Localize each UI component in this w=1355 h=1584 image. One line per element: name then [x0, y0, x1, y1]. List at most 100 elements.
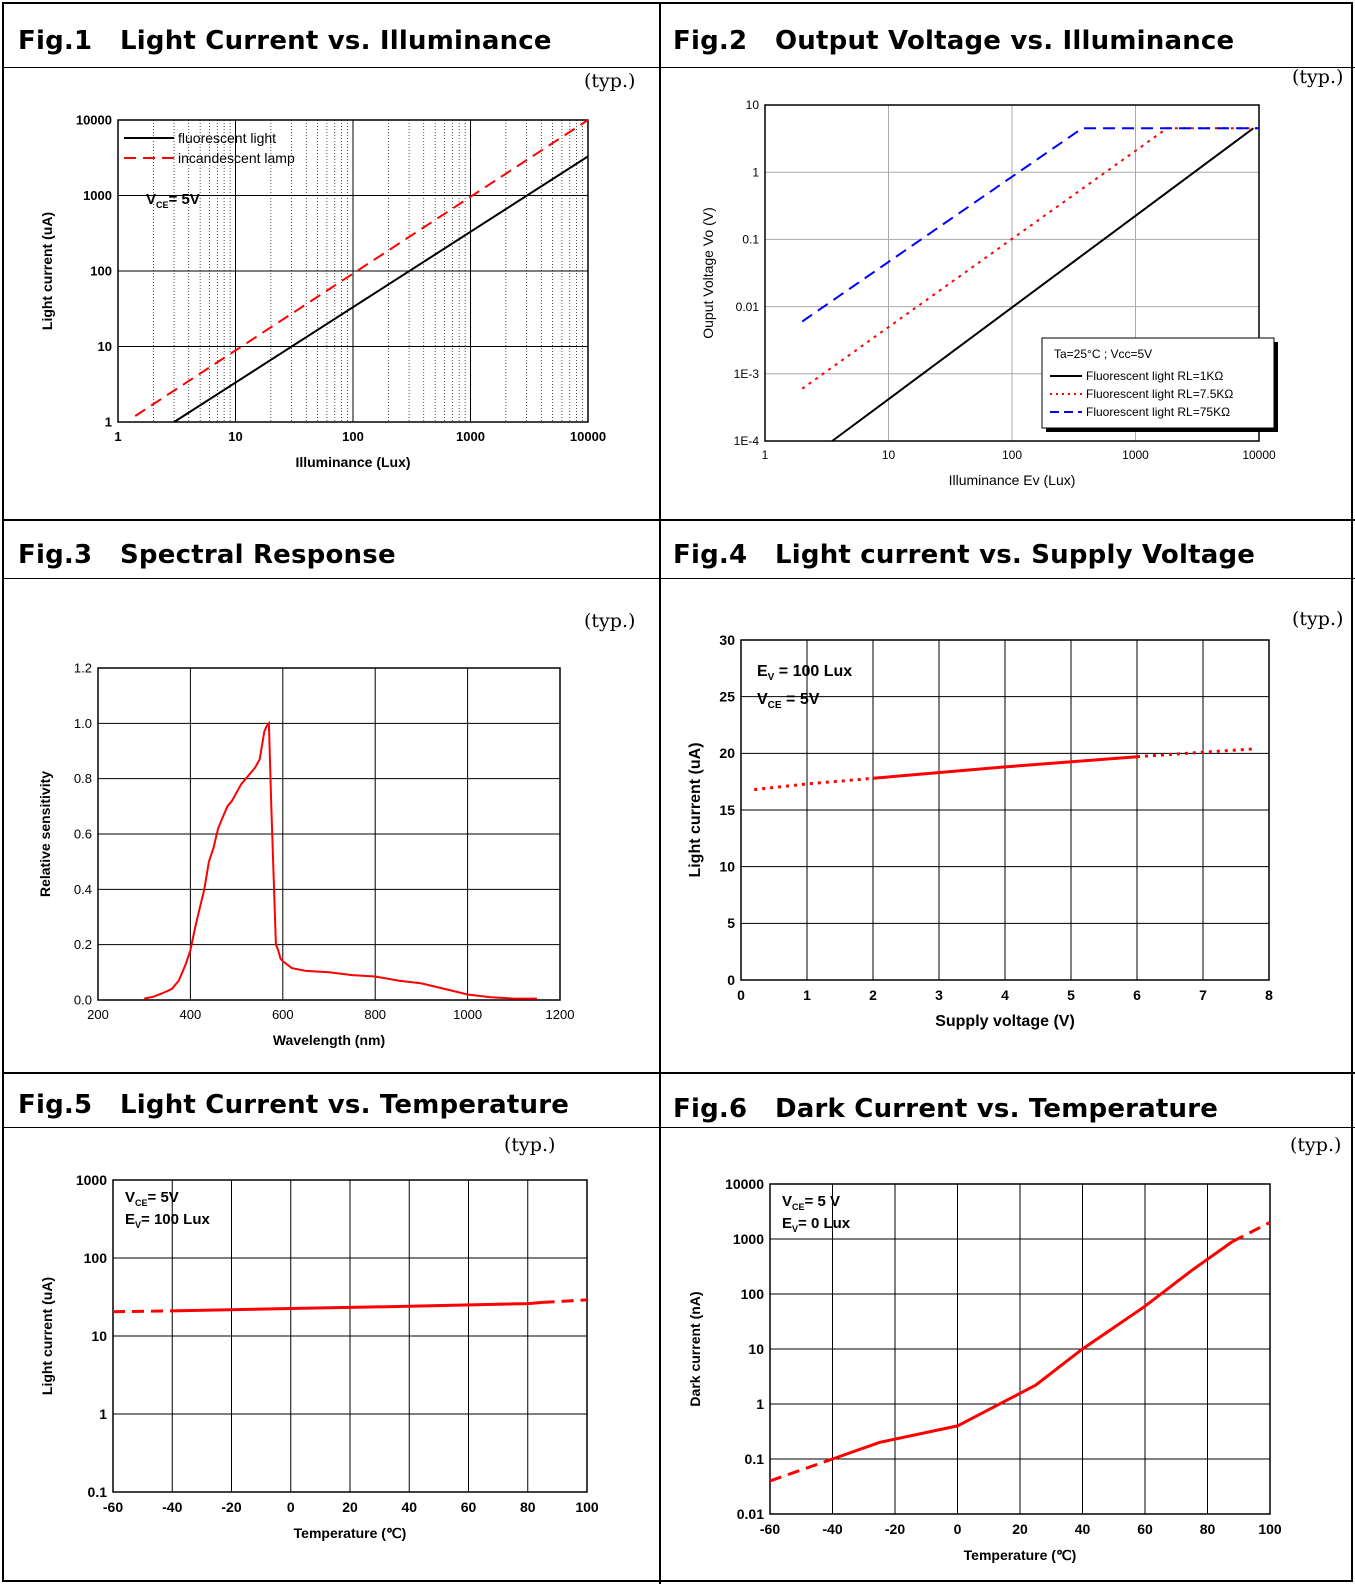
y-tick-label: 0.8	[74, 771, 92, 786]
series-line-2	[1231, 1221, 1271, 1243]
y-tick-label: 0.01	[736, 300, 760, 314]
typ-label-fig5: (typ.)	[504, 1134, 556, 1156]
x-tick-label: 60	[461, 1499, 477, 1515]
y-tick-label: 10	[746, 98, 760, 112]
fig1-title: Fig.1 Light Current vs. Illuminance	[18, 26, 552, 56]
y-tick-label: 10	[719, 859, 735, 875]
x-tick-label: -60	[760, 1521, 780, 1537]
y-tick-label: 0.6	[74, 827, 92, 842]
legend-label: fluorescent light	[178, 130, 276, 146]
y-tick-label: 1E-3	[734, 367, 760, 381]
y-tick-label: 0.0	[74, 993, 92, 1008]
y-tick-label: 1	[99, 1406, 107, 1422]
legend-label: Fluorescent light RL=7.5KΩ	[1086, 387, 1233, 401]
x-tick-label: 2	[869, 987, 877, 1003]
y-tick-label: 0.1	[88, 1484, 108, 1500]
x-axis-label: Supply voltage (V)	[935, 1013, 1075, 1030]
fig2-title: Fig.2 Output Voltage vs. Illuminance	[673, 26, 1235, 56]
fig5-chart: -60 -40 -20 0 20 40 60 80 100 0.1 1 10 100 1000 Temper…	[39, 1172, 599, 1541]
series-line-0	[173, 155, 589, 423]
fig3-title: Fig.3 Spectral Response	[18, 540, 396, 570]
x-tick-label: 0	[287, 1499, 295, 1515]
y-tick-label: 20	[719, 745, 735, 761]
annotation-1: EV= 100 Lux	[125, 1211, 210, 1230]
x-tick-label: -40	[162, 1499, 182, 1515]
x-tick-label: 1	[762, 448, 769, 462]
x-tick-label: -20	[221, 1499, 241, 1515]
x-tick-label: 10	[228, 429, 242, 444]
y-tick-label: 1	[756, 1396, 764, 1412]
annotation-0: EV = 100 Lux	[757, 663, 852, 683]
y-tick-label: 1.2	[74, 661, 92, 676]
x-tick-label: 1200	[546, 1007, 575, 1022]
y-tick-label: 30	[719, 632, 735, 648]
x-axis-label: Wavelength (nm)	[273, 1032, 385, 1048]
y-tick-label: 0	[727, 972, 735, 988]
x-tick-label: 100	[1258, 1521, 1282, 1537]
x-tick-label: 1000	[453, 1007, 482, 1022]
x-axis-label: Temperature (℃)	[294, 1525, 407, 1541]
x-tick-label: 4	[1001, 987, 1009, 1003]
x-axis-label: Temperature (℃)	[964, 1547, 1077, 1563]
row-divider	[4, 1072, 1355, 1074]
x-tick-label: 8	[1265, 987, 1273, 1003]
x-tick-label: 6	[1133, 987, 1141, 1003]
x-tick-label: 800	[364, 1007, 386, 1022]
x-tick-label: 1	[803, 987, 811, 1003]
y-axis-label: Dark current (nA)	[687, 1291, 703, 1406]
y-tick-label: 1000	[76, 1172, 107, 1188]
series-line-1	[172, 1300, 543, 1313]
row-divider	[4, 519, 1355, 521]
x-tick-label: 80	[520, 1499, 536, 1515]
y-tick-label: 10000	[76, 113, 112, 128]
x-tick-label: 20	[342, 1499, 358, 1515]
annotation-1: VCE = 5V	[757, 691, 820, 711]
plot-frame	[117, 119, 589, 423]
series-line-0	[754, 776, 874, 792]
x-tick-label: 40	[1075, 1521, 1091, 1537]
y-tick-label: 0.4	[74, 882, 92, 897]
fig2-chart: 1 10 100 1000 10000 1E-4 1E-3 0.01 0.1 1 10 Illumin…	[700, 98, 1278, 488]
plot-frame	[764, 104, 1260, 442]
x-tick-label: 1000	[456, 429, 485, 444]
legend-title: Ta=25°C ; Vcc=5V	[1054, 347, 1152, 361]
x-tick-label: 40	[401, 1499, 417, 1515]
x-tick-label: 0	[954, 1521, 962, 1537]
y-tick-label: 100	[741, 1286, 765, 1302]
x-axis-label: Illuminance Ev (Lux)	[949, 472, 1076, 488]
plot-frame	[112, 1179, 588, 1493]
y-tick-label: 1	[752, 165, 759, 179]
x-tick-label: 100	[575, 1499, 599, 1515]
vce-annotation: VCE= 5V	[146, 191, 200, 210]
y-axis-label: Relative sensitivity	[37, 771, 53, 897]
series-line-1	[872, 755, 1138, 780]
x-tick-label: 60	[1137, 1521, 1153, 1537]
y-tick-label: 0.1	[745, 1451, 765, 1467]
y-tick-label: 0.01	[737, 1506, 764, 1522]
fig5-title: Fig.5 Light Current vs. Temperature	[18, 1090, 570, 1120]
typ-label-fig2: (typ.)	[1292, 66, 1344, 88]
y-axis-label: Light current (uA)	[687, 742, 704, 877]
fig6-chart: -60 -40 -20 0 20 40 60 80 100 0.01 0.1 1 10 100 1000 10…	[687, 1176, 1282, 1563]
fig4-chart: 0 1 2 3 4 5 6 7 8 0 5 10 15 20 25 30 Supply voltage (V) L…	[687, 632, 1273, 1030]
y-axis-label: Ouput Voltage Vo (V)	[700, 207, 716, 339]
y-tick-label: 1.0	[74, 716, 92, 731]
y-tick-label: 0.2	[74, 937, 92, 952]
annotation-0: VCE= 5 V	[782, 1193, 840, 1212]
series-line-0	[831, 127, 1254, 442]
y-tick-label: 1000	[83, 188, 112, 203]
x-tick-label: 1	[114, 429, 121, 444]
y-tick-label: 5	[727, 915, 735, 931]
plot-frame	[769, 1183, 1271, 1515]
series-line-1	[134, 119, 589, 417]
series-line-1	[831, 1240, 1234, 1461]
series-line-0	[769, 1457, 833, 1483]
x-tick-label: -40	[822, 1521, 842, 1537]
x-tick-label: 5	[1067, 987, 1075, 1003]
y-tick-label: 100	[90, 264, 112, 279]
y-tick-label: 10	[91, 1328, 107, 1344]
typ-label-fig4: (typ.)	[1292, 608, 1344, 630]
x-tick-label: 0	[737, 987, 745, 1003]
typ-label-fig1: (typ.)	[584, 70, 636, 92]
x-tick-label: 100	[1002, 448, 1022, 462]
